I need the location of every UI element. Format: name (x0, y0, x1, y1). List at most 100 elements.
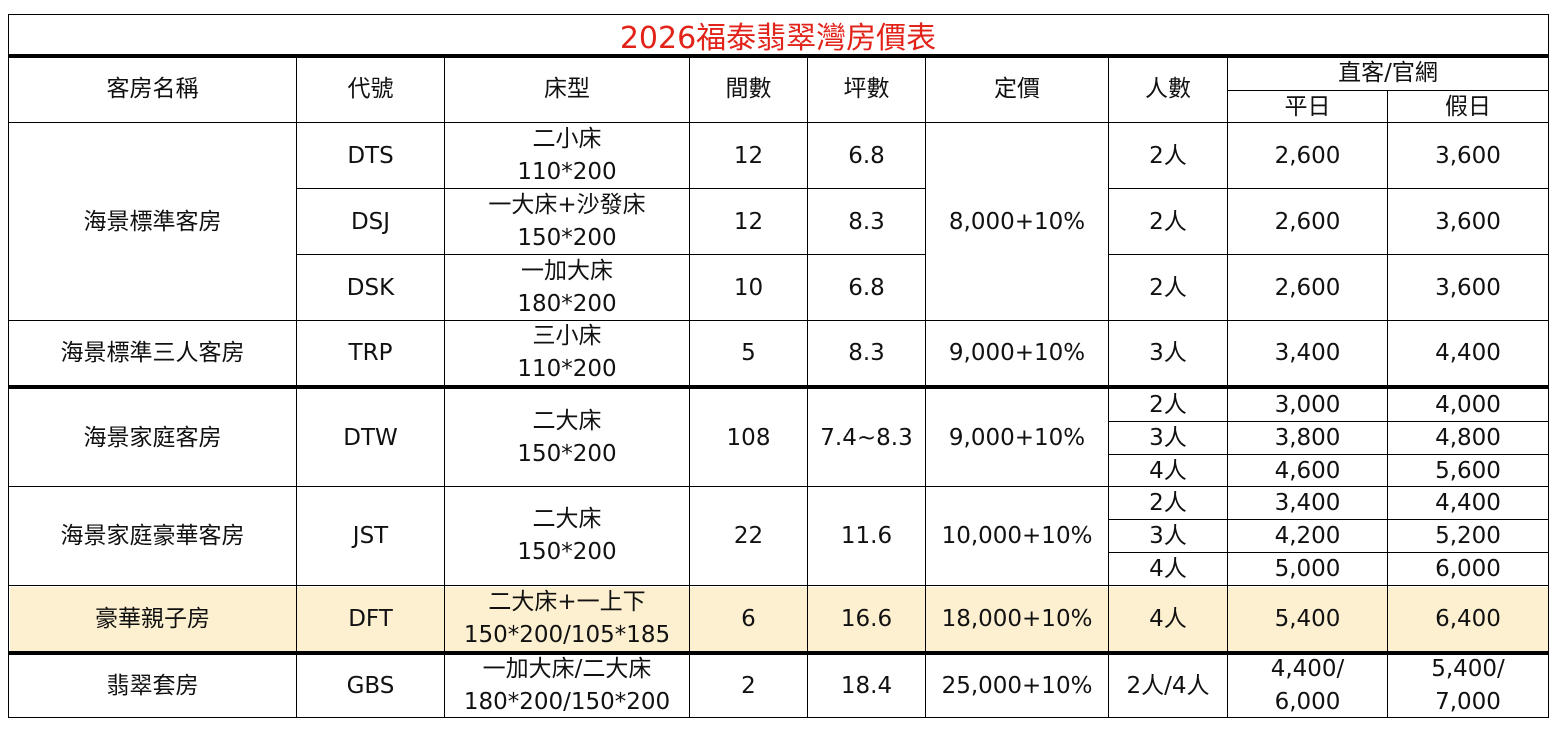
ping-cell: 6.8 (848, 274, 885, 301)
holiday-price-cell: 3,600 (1435, 208, 1501, 235)
bed-cell: 二大床 150*200 (445, 389, 689, 486)
bed-cell: 一加大床 180*200 (445, 255, 689, 320)
count-cell: 10 (733, 274, 764, 301)
weekday-price-cell: 3,400 (1274, 490, 1341, 516)
bed-type: 二小床 (532, 125, 602, 152)
weekday-price-cell: 3,800 (1274, 425, 1341, 451)
bed-cell: 三小床 110*200 (445, 321, 689, 385)
weekday-price-cell: 2,600 (1274, 274, 1341, 301)
bed-size: 150*200 (517, 224, 617, 251)
holiday-price-cell: 6,000 (1435, 556, 1501, 582)
people-cell: 4人 (1149, 457, 1187, 484)
code-cell: DTW (343, 424, 398, 451)
weekday-price-line: 4,400/ (1270, 656, 1345, 682)
price-cell: 25,000+10% (941, 673, 1093, 699)
grid-line (296, 188, 926, 189)
grid-line (8, 14, 9, 718)
people-cell: 2人 (1149, 392, 1187, 418)
holiday-price-cell: 5,400/ 7,000 (1388, 655, 1548, 717)
count-cell: 2 (741, 673, 756, 699)
bed-cell: 二大床+一上下 150*200/105*185 (445, 586, 689, 651)
holiday-price-cell: 4,000 (1435, 392, 1501, 418)
code-cell: DFT (348, 605, 393, 632)
people-cell: 4人 (1149, 556, 1187, 582)
header-ping: 坪數 (843, 76, 890, 102)
bed-cell: 一加大床/二大床 180*200/150*200 (445, 655, 689, 717)
weekday-price-cell: 4,600 (1274, 457, 1341, 484)
grid-line (8, 54, 1549, 58)
grid-line (1108, 56, 1109, 718)
grid-line (1108, 552, 1549, 553)
people-cell: 2人 (1149, 274, 1187, 301)
grid-line (1548, 14, 1549, 718)
weekday-price-cell: 4,200 (1274, 523, 1341, 549)
room-name-cell: 翡翠套房 (106, 673, 199, 699)
bed-size: 150*200/105*185 (463, 621, 671, 648)
price-cell: 9,000+10% (948, 340, 1086, 366)
bed-type: 一加大床 (521, 257, 613, 284)
price-cell: 10,000+10% (941, 523, 1093, 549)
weekday-price-cell: 3,400 (1274, 340, 1341, 366)
people-cell: 3人 (1149, 340, 1187, 366)
ping-cell: 16.6 (840, 605, 893, 632)
grid-line (807, 56, 808, 718)
header-count: 間數 (725, 76, 772, 102)
count-cell: 6 (741, 605, 756, 632)
bed-size: 110*200 (517, 356, 617, 382)
code-cell: GBS (346, 673, 395, 699)
grid-line (1227, 56, 1228, 718)
grid-line (296, 254, 926, 255)
grid-line (1387, 90, 1388, 718)
weekday-price-cell: 3,000 (1274, 392, 1341, 418)
people-cell: 2人 (1149, 142, 1187, 169)
header-room-name: 客房名稱 (106, 76, 199, 102)
bed-type: 一大床+沙發床 (488, 191, 646, 218)
bed-size: 150*200 (517, 539, 617, 565)
grid-line (1227, 90, 1549, 91)
header-code: 代號 (347, 76, 394, 102)
room-name-cell: 海景家庭客房 (83, 424, 222, 451)
people-cell: 4人 (1149, 605, 1187, 632)
bed-size: 180*200 (517, 290, 617, 317)
weekday-price-cell: 5,400 (1274, 605, 1341, 632)
count-cell: 5 (741, 340, 756, 366)
ping-cell: 7.4~8.3 (820, 424, 913, 451)
holiday-price-cell: 4,400 (1435, 490, 1501, 516)
holiday-price-cell: 4,400 (1435, 340, 1501, 366)
room-name-cell: 海景家庭豪華客房 (60, 523, 245, 549)
count-cell: 108 (726, 424, 771, 451)
grid-line (444, 56, 445, 718)
code-cell: DSK (346, 274, 395, 301)
weekday-price-cell: 2,600 (1274, 208, 1341, 235)
holiday-price-line: 5,400/ (1431, 656, 1505, 682)
people-cell: 2人 (1149, 490, 1187, 516)
header-holiday: 假日 (1445, 93, 1491, 120)
grid-line (8, 585, 1549, 586)
grid-line (1108, 519, 1549, 520)
grid-line (1108, 421, 1549, 422)
people-cell: 3人 (1149, 425, 1187, 451)
code-cell: TRP (348, 340, 393, 366)
grid-line (1108, 454, 1549, 455)
grid-line (689, 56, 690, 718)
count-cell: 22 (733, 523, 764, 549)
bed-type: 二大床 (532, 506, 602, 532)
grid-line (8, 717, 1549, 718)
bed-size: 150*200 (517, 440, 617, 467)
grid-line (8, 320, 1549, 321)
ping-cell: 18.4 (840, 673, 893, 699)
header-weekday: 平日 (1284, 93, 1331, 120)
holiday-price-cell: 6,400 (1435, 605, 1501, 632)
grid-line (1108, 188, 1549, 189)
grid-line (8, 122, 1549, 123)
ping-cell: 8.3 (848, 208, 885, 235)
holiday-price-cell: 5,600 (1435, 457, 1501, 484)
code-cell: JST (352, 523, 389, 549)
bed-cell: 二小床 110*200 (445, 123, 689, 188)
grid-line (1108, 254, 1549, 255)
weekday-price-cell: 2,600 (1274, 142, 1341, 169)
people-cell: 2人/4人 (1126, 673, 1210, 699)
price-cell: 18,000+10% (941, 605, 1093, 632)
grid-line (8, 651, 1549, 655)
